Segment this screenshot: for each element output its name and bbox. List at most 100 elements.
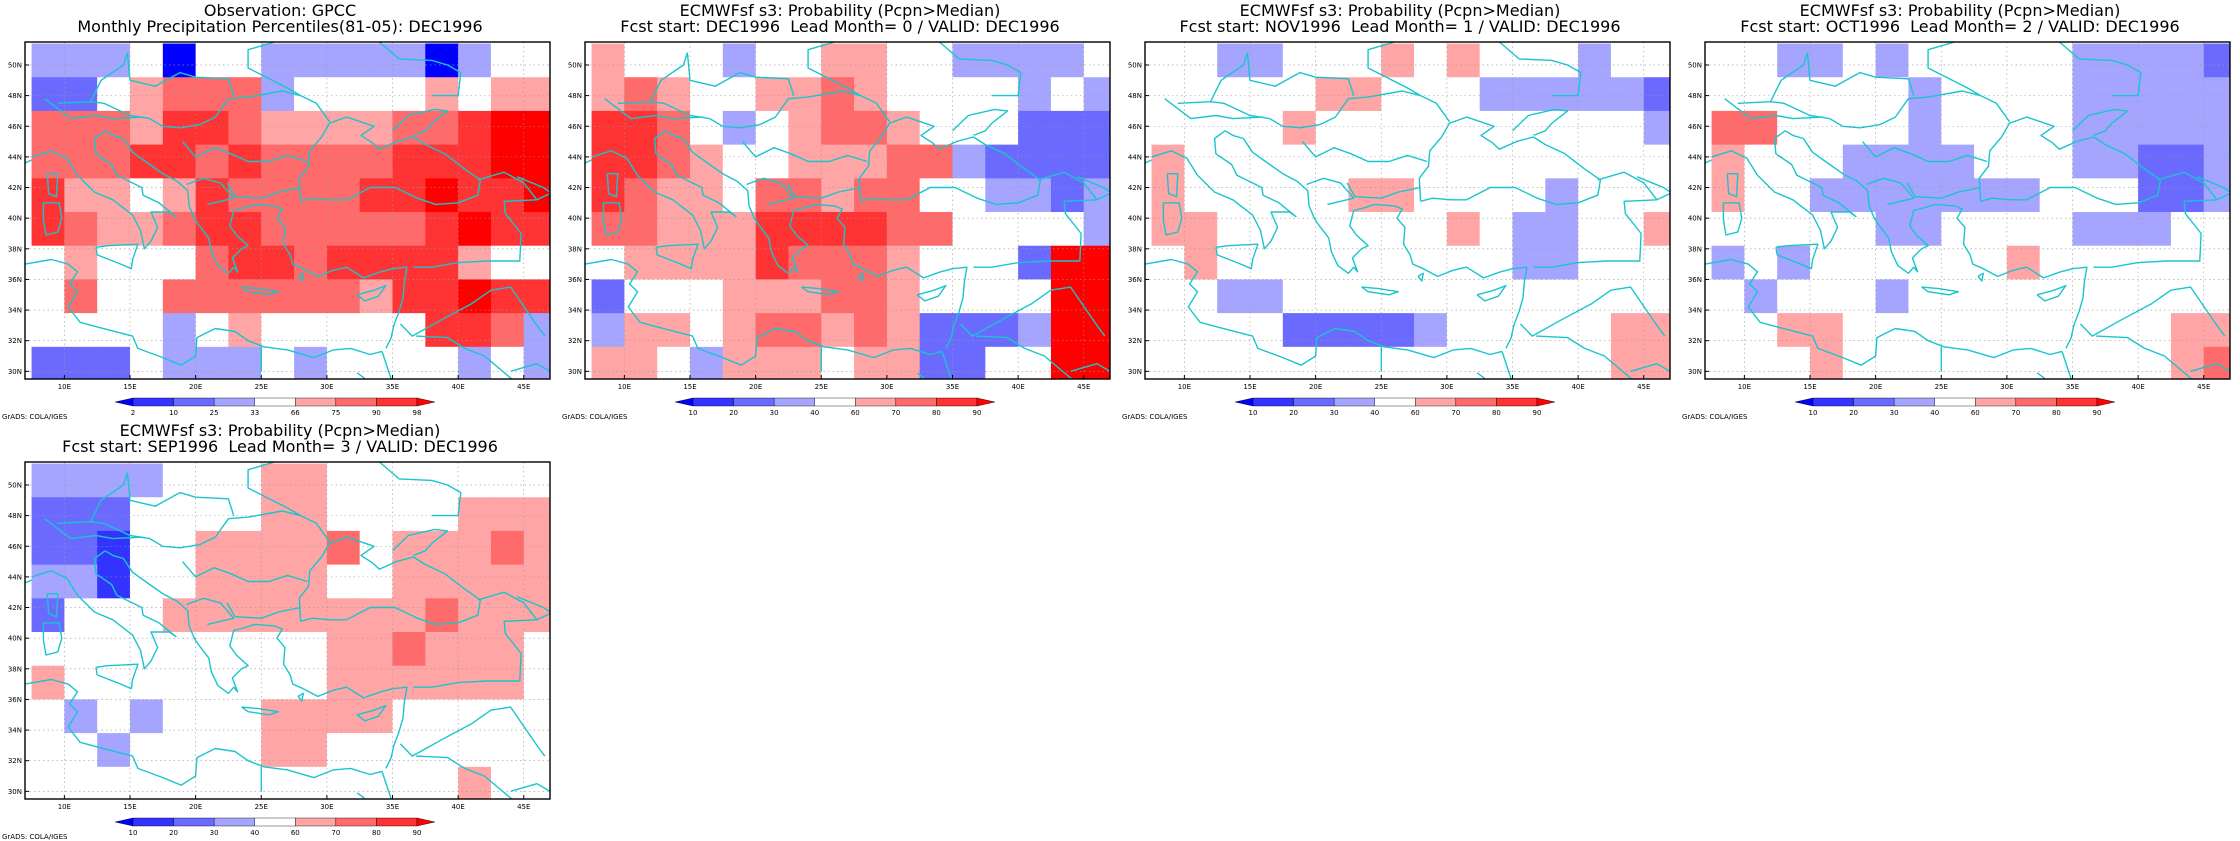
- grid-cell: [1446, 346, 1481, 379]
- grid-cell: [2072, 110, 2106, 146]
- graticule: [1145, 42, 1670, 379]
- lon-tick-label: 40E: [2131, 383, 2144, 391]
- grid-cell: [1711, 245, 1745, 280]
- grid-cell: [1446, 77, 1481, 112]
- grid-cell: [657, 212, 691, 247]
- lon-tick-label: 10E: [58, 383, 71, 391]
- lat-tick-label: 40N: [8, 215, 22, 223]
- grid-cell: [985, 178, 1019, 213]
- coastline: [42, 622, 63, 656]
- grid-cell: [458, 110, 492, 146]
- colorbar-label: 20: [1849, 409, 1858, 417]
- grid-cell: [294, 346, 328, 379]
- grid-cell: [1184, 245, 1218, 280]
- grid-cell: [195, 665, 229, 700]
- grid-cell: [31, 665, 65, 700]
- grid-cell: [1151, 43, 1185, 78]
- grid-cell: [624, 144, 658, 179]
- grid-cell: [1282, 346, 1317, 379]
- grid-cell: [31, 212, 65, 247]
- grid-cell: [1282, 144, 1317, 179]
- grid-cell: [1744, 212, 1778, 247]
- coastline: [126, 52, 157, 88]
- grid-cell: [326, 212, 361, 247]
- grid-cell: [490, 77, 525, 112]
- colorbar-segment: [1536, 397, 1556, 407]
- coastline: [1834, 71, 1915, 96]
- grid-cell: [1610, 279, 1645, 314]
- grid-cell: [64, 564, 98, 599]
- grid-cell: [97, 245, 131, 280]
- coastline: [477, 171, 538, 201]
- coastline: [31, 550, 177, 670]
- grid-cell: [1974, 110, 2008, 146]
- colorbar-segment: [1934, 397, 1976, 407]
- panel-subtitle: Monthly Precipitation Percentiles(81-05)…: [77, 17, 483, 36]
- panel-subtitle: Fcst start: DEC1996 Lead Month= 0 / VALI…: [620, 17, 1060, 36]
- grid-cell: [1315, 212, 1349, 247]
- grid-cell: [294, 463, 328, 498]
- grid-cell: [162, 279, 197, 314]
- grid-cell: [1545, 279, 1579, 314]
- grid-cell: [31, 346, 65, 379]
- grid-cell: [2039, 245, 2073, 280]
- grid-cell: [31, 530, 65, 566]
- grid-cell: [1810, 43, 1844, 78]
- coastline: [973, 192, 1110, 268]
- colorbar-label: 70: [1451, 409, 1460, 417]
- coastline: [392, 108, 449, 137]
- coastline: [664, 130, 968, 349]
- lon-tick-label: 30E: [320, 383, 333, 391]
- grid-cell: [2203, 212, 2230, 247]
- coastline: [686, 52, 717, 88]
- grid-cell: [1414, 346, 1448, 379]
- grid-cell: [886, 212, 921, 247]
- grid-cell: [952, 77, 986, 112]
- lat-tick-label: 38N: [1128, 245, 1142, 253]
- grid-cell: [591, 77, 625, 112]
- coastline: [1215, 243, 1259, 270]
- grid-cell: [490, 144, 525, 179]
- grid-cell: [2039, 110, 2073, 146]
- grid-cell: [985, 346, 1019, 379]
- grid-cell: [591, 313, 625, 348]
- grid-cell: [1050, 110, 1085, 146]
- grid-cell: [2138, 43, 2172, 78]
- grid-cell: [228, 530, 262, 566]
- coastline: [356, 372, 392, 379]
- panel-title: ECMWFsf s3: Probability (Pcpn>Median): [1799, 1, 2121, 20]
- coastline: [1476, 284, 1507, 302]
- panel-title: ECMWFsf s3: Probability (Pcpn>Median): [1239, 1, 1561, 20]
- coastlines: [1145, 42, 1670, 379]
- coastline: [604, 98, 704, 120]
- grid-cell: [1711, 43, 1745, 78]
- grid-cell: [755, 212, 789, 247]
- colorbar-segment: [1496, 397, 1538, 407]
- grid-cell: [195, 144, 229, 179]
- colorbar-label: 40: [1370, 409, 1379, 417]
- grid-cell: [31, 77, 65, 112]
- grid-cell: [261, 766, 295, 799]
- colorbar-label: 80: [2052, 409, 2061, 417]
- grid-cell: [1348, 279, 1382, 314]
- grid-cell: [1446, 110, 1481, 146]
- grid-cell: [523, 665, 550, 700]
- coastline: [181, 141, 308, 163]
- grid-cell: [195, 245, 229, 280]
- grid-cell: [195, 212, 229, 247]
- colorbar-label: 10: [689, 409, 698, 417]
- coastline: [247, 462, 301, 517]
- grid-cell: [2170, 245, 2205, 280]
- lon-tick-label: 10E: [1738, 383, 1751, 391]
- grid-cell: [788, 346, 822, 379]
- grid-cell: [886, 279, 921, 314]
- coastline: [247, 42, 301, 97]
- grid-cells: [591, 43, 1110, 379]
- coastline: [2072, 108, 2129, 137]
- colorbar-label: 2: [131, 409, 135, 417]
- coastline: [241, 286, 279, 296]
- grid-cell: [392, 463, 426, 498]
- grid-cell: [1643, 313, 1670, 348]
- grid-cell: [490, 245, 525, 280]
- grid-cell: [392, 43, 426, 78]
